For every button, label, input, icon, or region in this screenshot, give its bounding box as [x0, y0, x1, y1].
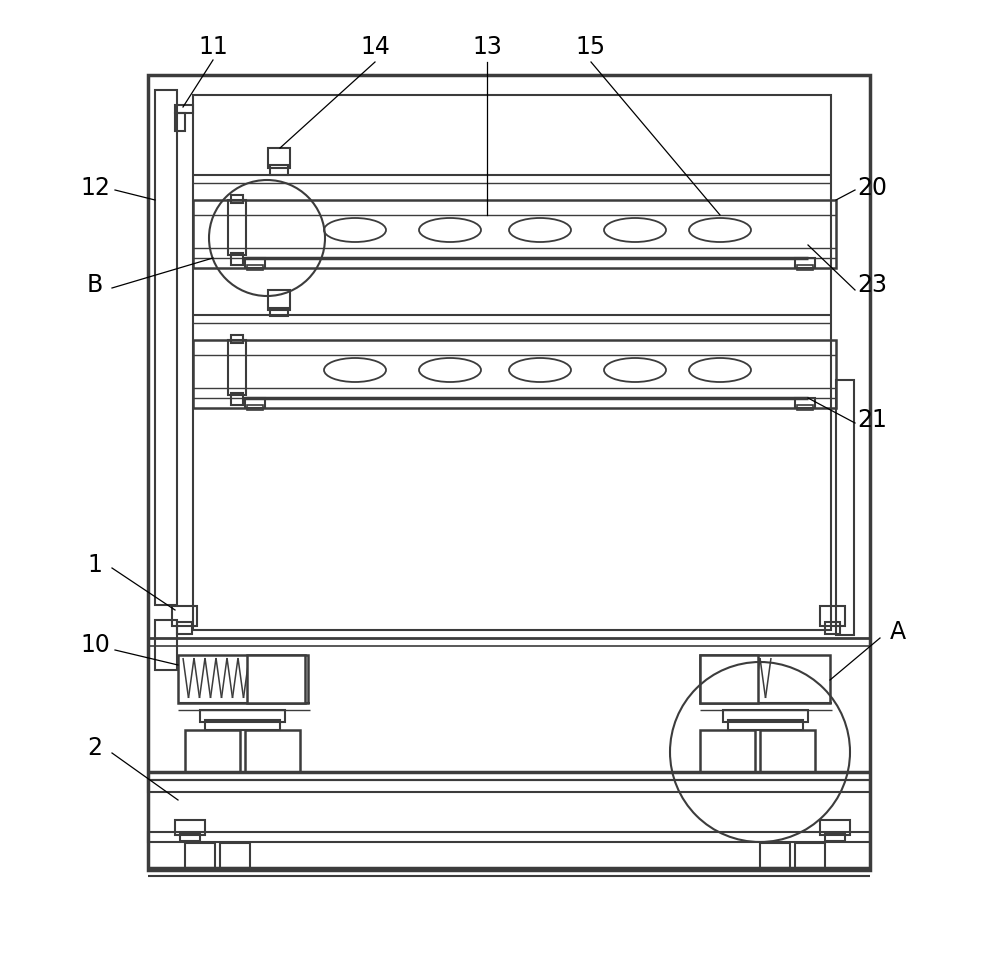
Ellipse shape [324, 358, 386, 382]
Bar [175, 105, 193, 113]
Bar [825, 833, 845, 841]
Bar [820, 820, 850, 835]
Bar [193, 200, 836, 268]
Ellipse shape [604, 358, 666, 382]
Text: B: B [87, 273, 103, 297]
Text: 10: 10 [80, 633, 110, 657]
Bar [700, 730, 755, 772]
Bar [760, 730, 815, 772]
Bar [760, 843, 790, 868]
Bar [245, 258, 265, 268]
Bar [155, 620, 177, 670]
Bar [175, 820, 205, 835]
Text: 1: 1 [88, 553, 102, 577]
Bar [700, 655, 830, 703]
Bar [247, 655, 305, 703]
Bar [797, 405, 813, 410]
Text: 23: 23 [857, 273, 887, 297]
Bar [231, 195, 243, 203]
Ellipse shape [419, 358, 481, 382]
Bar [193, 95, 831, 630]
Bar [231, 335, 243, 343]
Bar [270, 308, 288, 316]
Ellipse shape [689, 218, 751, 242]
Bar [231, 393, 243, 405]
Bar [185, 730, 240, 772]
Text: 11: 11 [198, 35, 228, 59]
Bar [193, 340, 836, 408]
Text: 13: 13 [472, 35, 502, 59]
Bar [728, 720, 803, 730]
Text: 12: 12 [80, 176, 110, 200]
Bar [836, 380, 854, 635]
Bar [185, 843, 215, 868]
Text: 14: 14 [360, 35, 390, 59]
Ellipse shape [509, 358, 571, 382]
Bar [228, 340, 246, 395]
Text: 20: 20 [857, 176, 887, 200]
Bar [245, 398, 265, 408]
Ellipse shape [419, 218, 481, 242]
Bar [205, 720, 280, 730]
Bar [175, 113, 185, 131]
Bar [723, 710, 808, 722]
Bar [172, 606, 197, 626]
Bar [177, 622, 192, 634]
Bar [148, 780, 870, 792]
Text: 21: 21 [857, 408, 887, 432]
Ellipse shape [324, 218, 386, 242]
Bar [700, 655, 758, 703]
Bar [797, 265, 813, 270]
Bar [268, 290, 290, 310]
Text: 15: 15 [576, 35, 606, 59]
Bar [825, 622, 840, 634]
Ellipse shape [604, 218, 666, 242]
Bar [247, 265, 263, 270]
Bar [228, 200, 246, 255]
Bar [155, 90, 177, 605]
Ellipse shape [689, 358, 751, 382]
Bar [220, 843, 250, 868]
Bar [795, 843, 825, 868]
Text: A: A [890, 620, 906, 644]
Bar [247, 405, 263, 410]
Bar [268, 148, 290, 168]
Bar [795, 398, 815, 408]
Text: 2: 2 [88, 736, 103, 760]
Ellipse shape [509, 218, 571, 242]
Bar [231, 253, 243, 265]
Bar [178, 655, 308, 703]
Bar [270, 165, 288, 175]
Bar [148, 832, 870, 842]
Bar [820, 606, 845, 626]
Bar [200, 710, 285, 722]
Bar [148, 75, 870, 870]
Bar [795, 258, 815, 268]
Bar [180, 833, 200, 841]
Bar [245, 730, 300, 772]
